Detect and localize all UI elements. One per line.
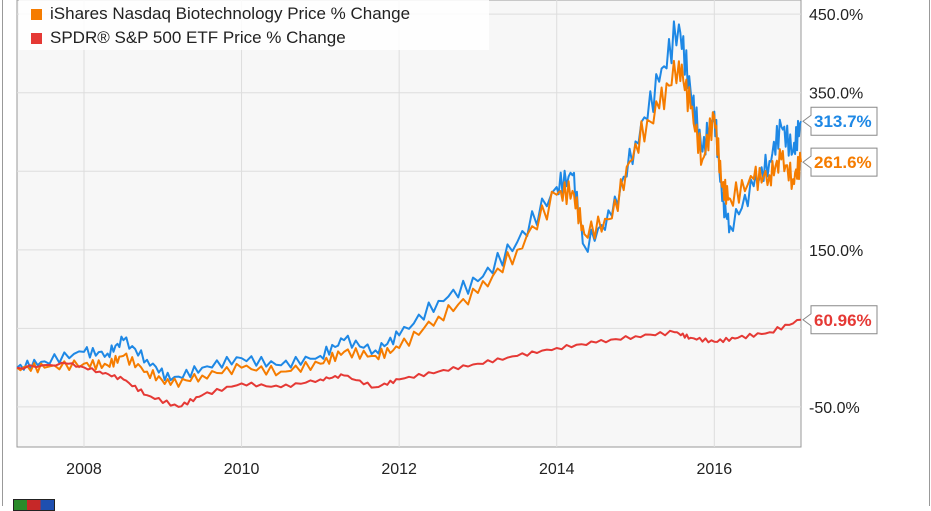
end-label-text: 313.7% xyxy=(814,112,872,131)
legend-item: iShares Nasdaq Biotechnology Price % Cha… xyxy=(19,2,489,26)
frame-border-right xyxy=(929,0,930,506)
series-line-1 xyxy=(16,59,802,388)
end-value-label-0: 313.7% xyxy=(802,106,878,136)
x-tick-label: 2008 xyxy=(66,461,102,478)
x-tick-label: 2012 xyxy=(381,461,417,478)
ycharts-logo xyxy=(13,499,55,511)
end-label-box xyxy=(802,106,878,136)
y-tick-label: 350.0% xyxy=(809,86,863,103)
legend-label: iShares Nasdaq Biotechnology Price % Cha… xyxy=(50,4,411,23)
legend-swatch xyxy=(31,32,42,44)
end-label-text: 261.6% xyxy=(814,153,872,172)
legend-swatch xyxy=(31,8,42,20)
end-value-label-2: 60.96% xyxy=(802,305,878,335)
x-tick-label: 2016 xyxy=(697,461,733,478)
end-label-box xyxy=(802,305,878,335)
legend: SPDR S&P Biotech ETF Price % ChangeiShar… xyxy=(19,0,489,50)
series-line-2 xyxy=(16,318,802,408)
plot-area xyxy=(16,0,802,448)
legend-label: SPDR® S&P 500 ETF Price % Change xyxy=(50,28,346,47)
y-tick-label: 150.0% xyxy=(809,243,863,260)
x-tick-label: 2014 xyxy=(539,461,575,478)
end-label-box xyxy=(802,147,878,177)
end-value-label-1: 261.6% xyxy=(802,147,878,177)
legend-item: SPDR® S&P 500 ETF Price % Change xyxy=(19,26,489,50)
y-tick-label: 450.0% xyxy=(809,7,863,24)
x-tick-label: 2010 xyxy=(224,461,260,478)
end-label-text: 60.96% xyxy=(814,311,872,330)
y-tick-label: -50.0% xyxy=(809,400,860,417)
frame-border-left xyxy=(2,0,3,506)
